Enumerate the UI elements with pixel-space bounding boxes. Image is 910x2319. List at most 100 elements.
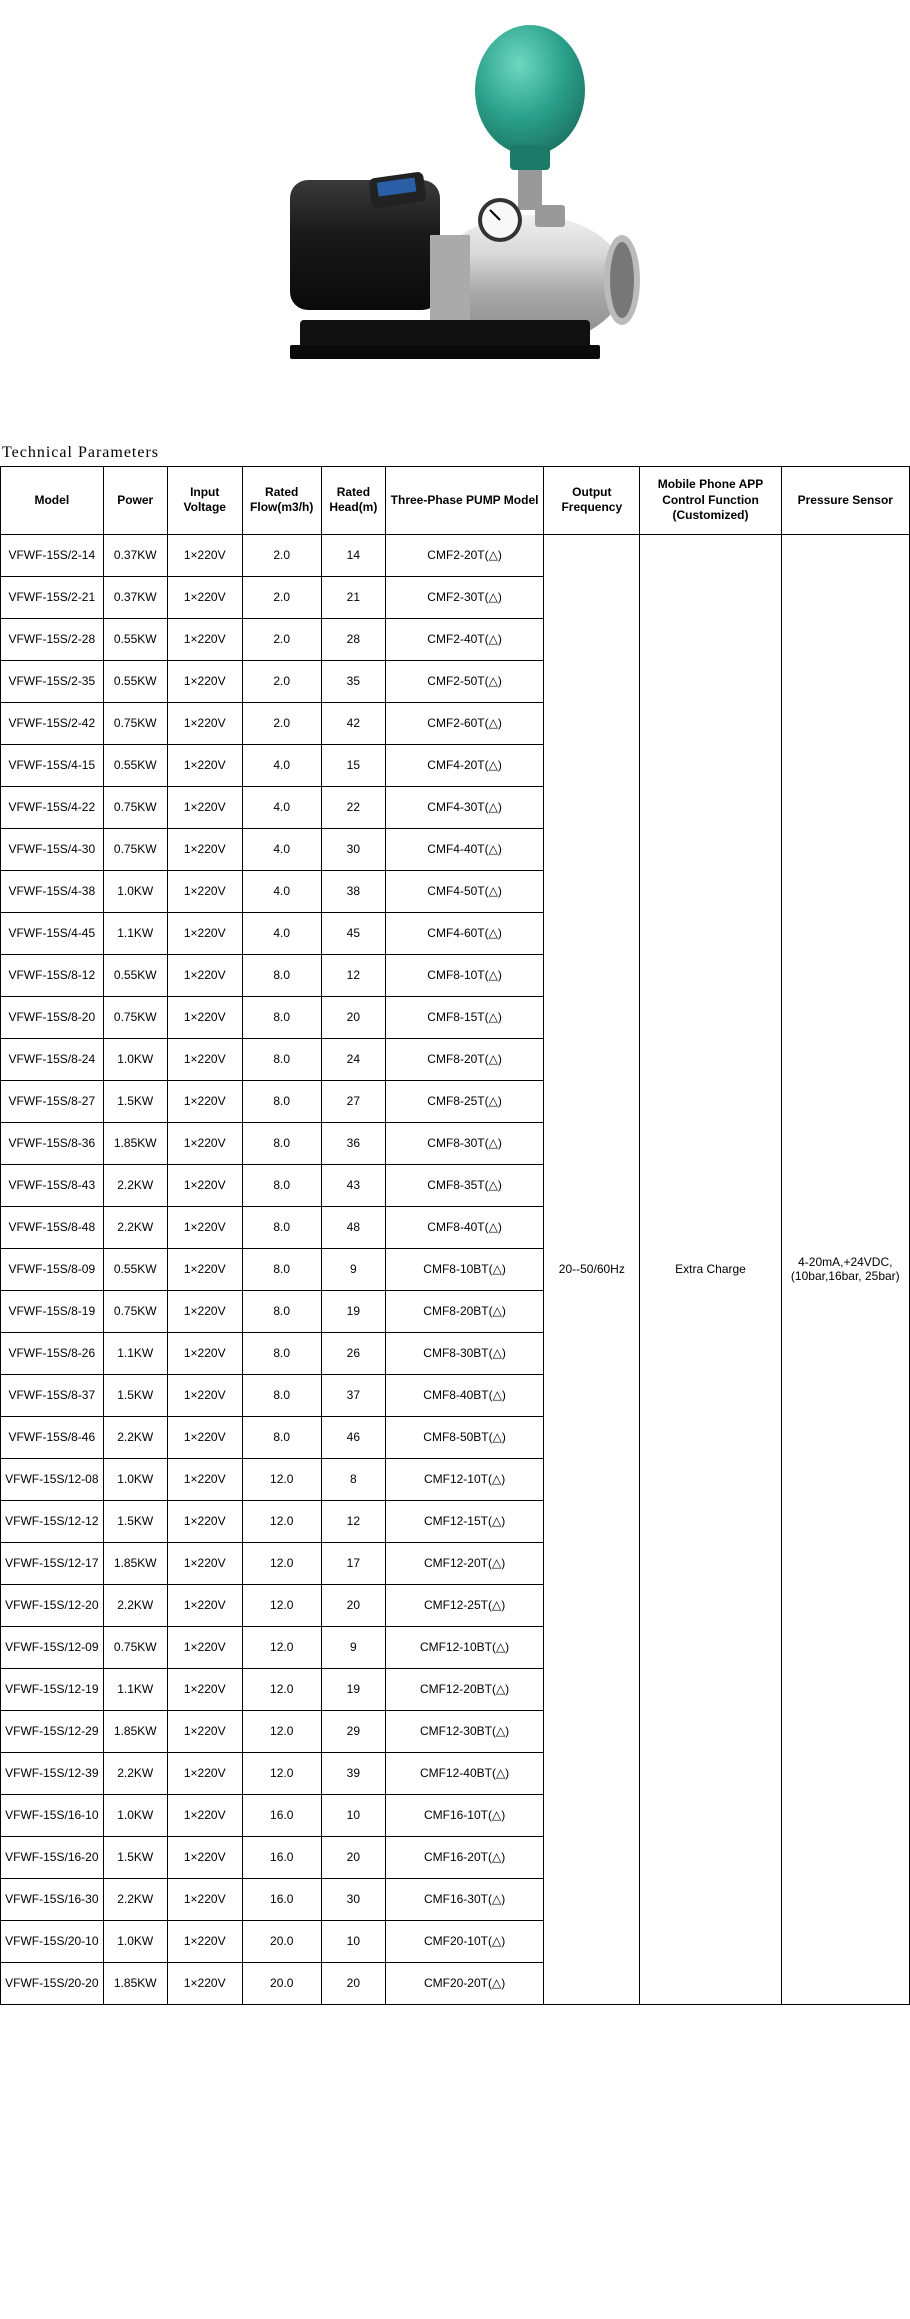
cell-pump: CMF16-10T(△) (385, 1794, 543, 1836)
cell-power: 2.2KW (103, 1206, 167, 1248)
col-header-power: Power (103, 467, 167, 535)
cell-power: 0.55KW (103, 660, 167, 702)
cell-flow: 12.0 (242, 1458, 321, 1500)
cell-head: 22 (321, 786, 385, 828)
cell-power: 1.85KW (103, 1962, 167, 2004)
cell-model: VFWF-15S/8-37 (1, 1374, 104, 1416)
cell-head: 30 (321, 828, 385, 870)
cell-model: VFWF-15S/8-48 (1, 1206, 104, 1248)
cell-flow: 4.0 (242, 870, 321, 912)
cell-pump: CMF8-40BT(△) (385, 1374, 543, 1416)
cell-model: VFWF-15S/2-28 (1, 618, 104, 660)
cell-head: 42 (321, 702, 385, 744)
cell-power: 0.75KW (103, 828, 167, 870)
cell-power: 1.0KW (103, 1794, 167, 1836)
cell-voltage: 1×220V (167, 1038, 242, 1080)
cell-power: 1.0KW (103, 1458, 167, 1500)
cell-voltage: 1×220V (167, 1920, 242, 1962)
cell-pump: CMF2-30T(△) (385, 576, 543, 618)
cell-pump: CMF4-40T(△) (385, 828, 543, 870)
cell-model: VFWF-15S/8-43 (1, 1164, 104, 1206)
cell-model: VFWF-15S/2-35 (1, 660, 104, 702)
cell-pump: CMF2-40T(△) (385, 618, 543, 660)
cell-flow: 2.0 (242, 618, 321, 660)
cell-voltage: 1×220V (167, 1416, 242, 1458)
cell-pump: CMF8-25T(△) (385, 1080, 543, 1122)
cell-pump: CMF8-40T(△) (385, 1206, 543, 1248)
cell-voltage: 1×220V (167, 1836, 242, 1878)
cell-voltage: 1×220V (167, 870, 242, 912)
cell-model: VFWF-15S/8-46 (1, 1416, 104, 1458)
cell-flow: 8.0 (242, 1248, 321, 1290)
cell-model: VFWF-15S/8-19 (1, 1290, 104, 1332)
cell-power: 0.37KW (103, 534, 167, 576)
cell-model: VFWF-15S/20-20 (1, 1962, 104, 2004)
cell-voltage: 1×220V (167, 1962, 242, 2004)
cell-voltage: 1×220V (167, 744, 242, 786)
cell-voltage: 1×220V (167, 786, 242, 828)
cell-pump: CMF20-20T(△) (385, 1962, 543, 2004)
cell-voltage: 1×220V (167, 660, 242, 702)
cell-head: 20 (321, 996, 385, 1038)
cell-head: 20 (321, 1962, 385, 2004)
cell-flow: 8.0 (242, 1038, 321, 1080)
cell-model: VFWF-15S/16-30 (1, 1878, 104, 1920)
cell-flow: 12.0 (242, 1668, 321, 1710)
cell-power: 1.5KW (103, 1500, 167, 1542)
cell-model: VFWF-15S/8-20 (1, 996, 104, 1038)
cell-pump: CMF2-20T(△) (385, 534, 543, 576)
cell-power: 1.85KW (103, 1710, 167, 1752)
cell-flow: 12.0 (242, 1626, 321, 1668)
cell-power: 0.75KW (103, 702, 167, 744)
cell-head: 14 (321, 534, 385, 576)
cell-voltage: 1×220V (167, 1122, 242, 1164)
cell-model: VFWF-15S/12-39 (1, 1752, 104, 1794)
cell-flow: 8.0 (242, 996, 321, 1038)
cell-head: 26 (321, 1332, 385, 1374)
cell-power: 0.55KW (103, 744, 167, 786)
cell-flow: 12.0 (242, 1542, 321, 1584)
cell-voltage: 1×220V (167, 576, 242, 618)
col-header-head: Rated Head(m) (321, 467, 385, 535)
cell-model: VFWF-15S/8-24 (1, 1038, 104, 1080)
cell-flow: 12.0 (242, 1500, 321, 1542)
cell-flow: 12.0 (242, 1710, 321, 1752)
cell-head: 19 (321, 1668, 385, 1710)
cell-pump: CMF8-35T(△) (385, 1164, 543, 1206)
cell-head: 10 (321, 1794, 385, 1836)
cell-head: 30 (321, 1878, 385, 1920)
cell-model: VFWF-15S/4-30 (1, 828, 104, 870)
cell-pump: CMF8-10T(△) (385, 954, 543, 996)
cell-pump: CMF12-20T(△) (385, 1542, 543, 1584)
cell-flow: 8.0 (242, 1332, 321, 1374)
cell-voltage: 1×220V (167, 1542, 242, 1584)
cell-model: VFWF-15S/8-36 (1, 1122, 104, 1164)
cell-model: VFWF-15S/4-38 (1, 870, 104, 912)
cell-head: 9 (321, 1248, 385, 1290)
cell-power: 1.0KW (103, 870, 167, 912)
cell-power: 0.55KW (103, 954, 167, 996)
cell-voltage: 1×220V (167, 1584, 242, 1626)
cell-power: 0.55KW (103, 618, 167, 660)
cell-head: 43 (321, 1164, 385, 1206)
cell-head: 28 (321, 618, 385, 660)
cell-voltage: 1×220V (167, 1206, 242, 1248)
cell-power: 1.0KW (103, 1920, 167, 1962)
cell-voltage: 1×220V (167, 534, 242, 576)
cell-voltage: 1×220V (167, 1710, 242, 1752)
cell-head: 20 (321, 1836, 385, 1878)
cell-flow: 20.0 (242, 1962, 321, 2004)
cell-flow: 8.0 (242, 1206, 321, 1248)
cell-power: 1.1KW (103, 1332, 167, 1374)
cell-pump: CMF8-10BT(△) (385, 1248, 543, 1290)
cell-pump: CMF8-20T(△) (385, 1038, 543, 1080)
cell-model: VFWF-15S/8-12 (1, 954, 104, 996)
cell-flow: 12.0 (242, 1752, 321, 1794)
cell-flow: 16.0 (242, 1794, 321, 1836)
cell-voltage: 1×220V (167, 1878, 242, 1920)
cell-flow: 20.0 (242, 1920, 321, 1962)
table-header-row: Model Power Input Voltage Rated Flow(m3/… (1, 467, 910, 535)
cell-model: VFWF-15S/2-14 (1, 534, 104, 576)
cell-flow: 16.0 (242, 1878, 321, 1920)
cell-flow: 2.0 (242, 576, 321, 618)
